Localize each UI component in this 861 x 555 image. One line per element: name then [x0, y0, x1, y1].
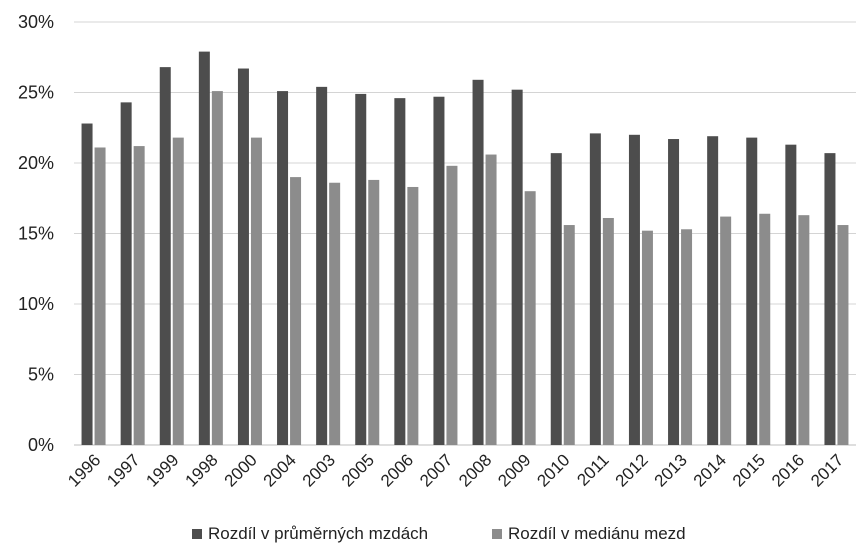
legend-label-prumerne-mzdy: Rozdíl v průměrných mzdách — [208, 524, 428, 543]
x-axis-ticks: 1996199719991998200020042003200520062007… — [64, 450, 847, 490]
y-tick-label: 30% — [18, 12, 54, 32]
legend-label-median-mezd: Rozdíl v mediánu mezd — [508, 524, 686, 543]
bar-median-mezd — [329, 182, 341, 446]
bar-median-mezd — [407, 186, 419, 445]
y-axis-ticks: 0% 5% 10% 15% 20% 25% 30% — [18, 12, 54, 455]
bar-median-mezd — [720, 216, 732, 445]
x-tick-label: 2011 — [573, 450, 612, 489]
bar-prumerne-mzdy — [511, 89, 523, 446]
y-tick-label: 25% — [18, 83, 54, 103]
bar-prumerne-mzdy — [472, 79, 484, 445]
x-tick-label: 2006 — [377, 450, 417, 490]
bar-median-mezd — [250, 137, 262, 445]
x-tick-label: 2007 — [416, 450, 456, 490]
x-tick-label: 2000 — [221, 450, 261, 490]
bar-prumerne-mzdy — [198, 51, 210, 446]
bar-median-mezd — [524, 191, 536, 445]
bar-median-mezd — [133, 146, 145, 445]
bar-median-mezd — [681, 229, 693, 445]
bar-median-mezd — [94, 147, 106, 446]
bar-median-mezd — [368, 179, 380, 446]
bar-prumerne-mzdy — [81, 123, 93, 446]
x-tick-label: 2003 — [299, 450, 339, 490]
legend-swatch-prumerne-mzdy — [192, 529, 202, 539]
legend: Rozdíl v průměrných mzdách Rozdíl v medi… — [192, 524, 686, 543]
x-tick-label: 2015 — [729, 450, 769, 490]
bar-median-mezd — [641, 230, 653, 445]
bar-prumerne-mzdy — [159, 67, 171, 446]
bar-median-mezd — [563, 225, 575, 445]
bar-median-mezd — [798, 215, 810, 445]
bar-prumerne-mzdy — [628, 134, 640, 446]
gridlines — [74, 21, 856, 446]
bar-prumerne-mzdy — [355, 93, 367, 445]
y-tick-label: 10% — [18, 294, 54, 314]
x-tick-label: 2016 — [768, 450, 808, 490]
bar-prumerne-mzdy — [237, 68, 249, 445]
x-tick-label: 1997 — [103, 450, 143, 490]
bar-prumerne-mzdy — [785, 144, 797, 446]
y-tick-label: 20% — [18, 153, 54, 173]
bar-prumerne-mzdy — [277, 91, 289, 445]
x-tick-label: 2017 — [807, 450, 847, 490]
bar-median-mezd — [485, 154, 497, 446]
bar-prumerne-mzdy — [120, 102, 132, 446]
x-tick-label: 2012 — [612, 450, 652, 490]
bar-median-mezd — [290, 177, 302, 445]
x-tick-label: 2013 — [651, 450, 691, 490]
x-tick-label: 1999 — [142, 450, 182, 490]
x-tick-label: 2005 — [338, 450, 378, 490]
y-tick-label: 15% — [18, 224, 54, 244]
bar-median-mezd — [759, 213, 771, 445]
bar-prumerne-mzdy — [668, 139, 680, 445]
legend-swatch-median-mezd — [492, 529, 502, 539]
bar-median-mezd — [211, 91, 223, 445]
y-tick-label: 5% — [28, 365, 54, 385]
bars — [81, 51, 849, 446]
x-tick-label: 1996 — [64, 450, 104, 490]
bar-prumerne-mzdy — [550, 153, 562, 445]
bar-median-mezd — [837, 225, 849, 445]
x-tick-label: 2008 — [455, 450, 495, 490]
bar-prumerne-mzdy — [824, 153, 836, 445]
bar-prumerne-mzdy — [394, 98, 406, 445]
x-tick-label: 2009 — [494, 450, 534, 490]
x-tick-label: 1998 — [181, 450, 221, 490]
bar-prumerne-mzdy — [433, 96, 445, 445]
bar-prumerne-mzdy — [589, 133, 601, 445]
x-tick-label: 2010 — [533, 450, 573, 490]
x-tick-label: 2014 — [690, 450, 730, 490]
y-tick-label: 0% — [28, 435, 54, 455]
bar-prumerne-mzdy — [746, 137, 758, 445]
bar-prumerne-mzdy — [316, 86, 328, 446]
bar-median-mezd — [446, 165, 458, 445]
bar-median-mezd — [602, 217, 614, 445]
bar-prumerne-mzdy — [707, 136, 719, 445]
bar-median-mezd — [172, 137, 184, 445]
x-tick-label: 2004 — [260, 450, 300, 490]
